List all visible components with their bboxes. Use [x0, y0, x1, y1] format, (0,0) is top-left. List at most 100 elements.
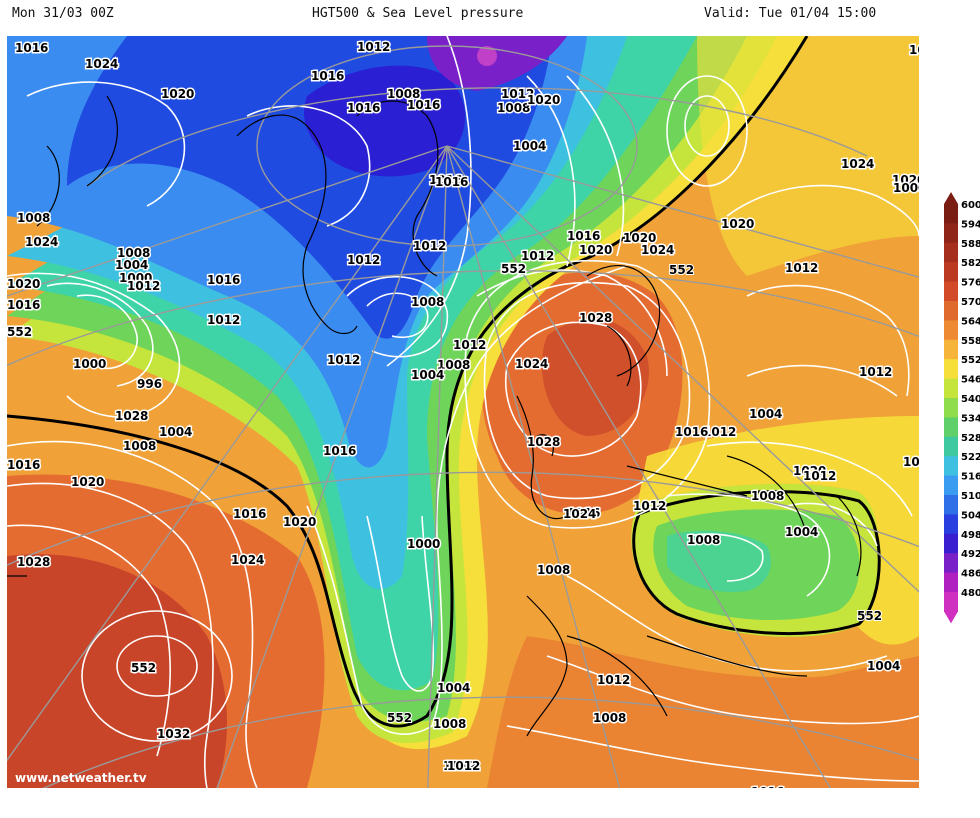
isobar-label: 552	[501, 262, 526, 276]
isobar-label: 1012	[909, 43, 919, 57]
weather-map: 1016 1024 1020 1012 1016 1016 1012 1008 …	[7, 36, 919, 788]
isobar-label: 1024	[85, 57, 118, 71]
scale-swatch	[944, 553, 958, 574]
isobar-label: 1020	[7, 277, 40, 291]
scale-swatch	[944, 398, 958, 418]
scale-swatch	[944, 339, 958, 360]
contour-label-552: 552	[387, 711, 412, 725]
isobar-label: 1028	[579, 311, 612, 325]
isobar-label: 1024	[563, 507, 596, 521]
scale-swatch	[944, 572, 958, 593]
scale-tick-label: 564	[961, 316, 980, 327]
scale-swatch	[944, 320, 958, 341]
isobar-label: 1008	[411, 295, 444, 309]
isobar-label: 1012	[447, 759, 480, 773]
scale-tick-label: 528	[961, 433, 980, 444]
isobar-label: 1024	[25, 235, 58, 249]
isobar-label: 1012	[453, 338, 486, 352]
isobar-labels: 1016 1024 1020 1012 1016 1016 1012 1008 …	[7, 39, 919, 789]
isobar-label: 1016	[7, 458, 40, 472]
chart-title: HGT500 & Sea Level pressure	[312, 6, 524, 21]
scale-swatch	[944, 223, 958, 244]
scale-ticks: 600 594 588 582 576 570 564 558 552 546 540 534 528 5…	[961, 200, 980, 599]
isobar-label: 1012	[597, 673, 630, 687]
scale-bars	[944, 192, 958, 624]
isobar-label: 1016	[567, 229, 600, 243]
isobar-label: 1004	[749, 407, 782, 421]
isobar-label: 1004	[411, 368, 444, 382]
isobar-label: 996	[137, 377, 162, 391]
isobar-label: 552	[7, 325, 32, 339]
scale-tick-label: 576	[961, 278, 980, 289]
isobar-label: 1012	[501, 87, 534, 101]
scale-tick-label: 594	[961, 219, 980, 230]
scale-swatch	[944, 436, 958, 457]
isobar-label: 1008	[437, 358, 470, 372]
isobar-label: 1028	[17, 555, 50, 569]
scale-tick-label: 546	[961, 375, 980, 386]
scale-tick-label: 582	[961, 258, 980, 269]
scale-swatch	[944, 475, 958, 496]
scale-tick-label: 588	[961, 239, 980, 250]
scale-swatch	[944, 242, 958, 263]
isobar-label: 1008	[17, 211, 50, 225]
isobar-label: 1020	[283, 515, 316, 529]
isobar-label: 1008	[433, 717, 466, 731]
scale-swatch	[944, 378, 958, 399]
isobar-label: 1016	[207, 273, 240, 287]
contour-label-552: 552	[857, 609, 882, 623]
isobar-label: 1012	[803, 469, 836, 483]
isobar-label: 1016	[323, 444, 356, 458]
contour-label-552: 552	[669, 263, 694, 277]
isobar-label: 1016	[7, 298, 40, 312]
isobar-label: 1008	[687, 533, 720, 547]
scale-tick-label: 504	[961, 510, 980, 521]
isobar-label: 1020	[527, 93, 560, 107]
isobar-label: 1032	[157, 727, 190, 741]
isobar-label: 1028	[527, 435, 560, 449]
isobar-label: 1008	[593, 711, 626, 725]
isobar-label: 1016	[233, 507, 266, 521]
isobar-label: 1016	[675, 425, 708, 439]
contour-552	[7, 36, 881, 728]
isobar-label: 1012	[859, 365, 892, 379]
isobar-label: 1004	[513, 139, 546, 153]
scale-tick-label: 522	[961, 452, 980, 463]
scale-swatch	[944, 456, 958, 477]
isobar-label: 1016	[567, 506, 600, 520]
height-field	[7, 36, 919, 788]
isobar-label: 1016	[435, 175, 468, 189]
scale-swatch	[944, 281, 958, 302]
isobar-label: 1020	[892, 173, 919, 187]
isobar-label: 1016	[311, 69, 344, 83]
scale-tick-label: 486	[961, 569, 980, 580]
isobar-label: 1012	[413, 239, 446, 253]
isobar-label: 1020	[161, 87, 194, 101]
isobar-label: 1008	[751, 489, 784, 503]
isobar-label: 1012	[357, 40, 390, 54]
isobar-label: 1004	[785, 525, 818, 539]
scale-tick-label: 498	[961, 530, 980, 541]
scale-tick-label: 480	[961, 588, 980, 599]
isobar-label: 1016	[347, 101, 380, 115]
scale-tick-label: 558	[961, 336, 980, 347]
isobar-label: 1012	[347, 253, 380, 267]
scale-tick-label: 510	[961, 491, 980, 502]
isobar-label: 1016	[751, 785, 784, 788]
isobar-label: 1016	[407, 98, 440, 112]
isobar-label: 1004	[159, 425, 192, 439]
scale-tick-label: 540	[961, 394, 980, 405]
isobar-label: 1000	[407, 537, 440, 551]
isobar-label: 1000	[893, 181, 919, 195]
isobar-label: 1012	[443, 759, 476, 773]
isobar-label: 1012	[703, 425, 736, 439]
isobar-label: 1004	[437, 681, 470, 695]
isobar-label: 1008	[123, 439, 156, 453]
isobar-label: 552	[131, 661, 156, 675]
isobar-label: 1016	[15, 41, 48, 55]
isobar-label: 1024	[841, 157, 874, 171]
isobar-label: 1000	[119, 271, 152, 285]
scale-arrow-top	[944, 192, 958, 204]
scale-swatch	[944, 514, 958, 535]
isobar-label: 1020	[623, 231, 656, 245]
